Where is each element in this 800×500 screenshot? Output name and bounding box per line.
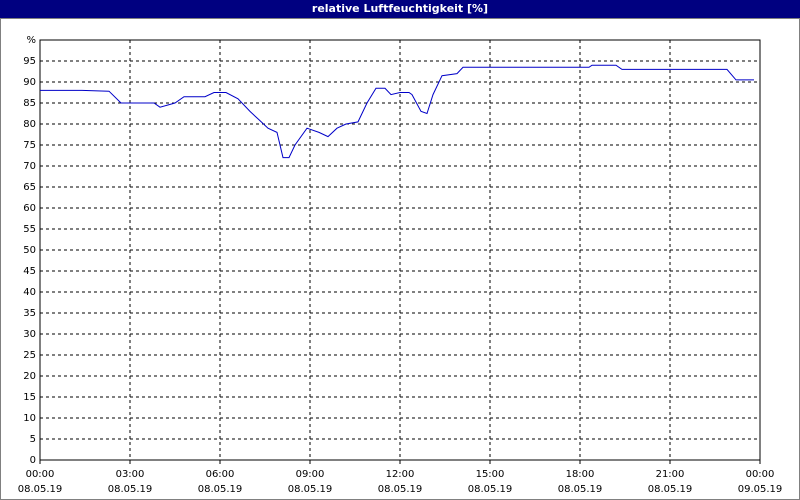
y-tick-label: 70: [23, 161, 36, 172]
title-bar: [0, 0, 800, 18]
y-tick-label: 25: [23, 350, 36, 361]
x-tick-date: 08.05.19: [198, 484, 243, 495]
x-tick-date: 09.05.19: [738, 484, 783, 495]
x-tick-date: 08.05.19: [108, 484, 153, 495]
y-tick-label: 35: [23, 308, 36, 319]
y-tick-label: 85: [23, 98, 36, 109]
y-tick-label: 30: [23, 329, 36, 340]
x-tick-date: 08.05.19: [288, 484, 333, 495]
data-line: [40, 64, 754, 159]
x-tick-label: 18:00: [566, 469, 595, 480]
x-tick-label: 09:00: [296, 469, 325, 480]
y-tick-label: 55: [23, 224, 36, 235]
x-tick-label: 03:00: [116, 469, 145, 480]
y-tick-label: 95: [23, 56, 36, 67]
y-tick-label: %: [26, 35, 36, 46]
y-tick-label: 20: [23, 371, 36, 382]
x-tick-label: 12:00: [386, 469, 415, 480]
y-tick-label: 5: [30, 434, 36, 445]
x-tick-label: 00:00: [26, 469, 55, 480]
x-tick-label: 15:00: [476, 469, 505, 480]
x-tick-label: 06:00: [206, 469, 235, 480]
x-tick-date: 08.05.19: [648, 484, 693, 495]
y-tick-label: 40: [23, 287, 36, 298]
y-tick-label: 50: [23, 245, 36, 256]
y-tick-label: 90: [23, 77, 36, 88]
y-tick-label: 80: [23, 119, 36, 130]
x-tick-label: 21:00: [656, 469, 685, 480]
y-tick-label: 15: [23, 392, 36, 403]
y-tick-label: 75: [23, 140, 36, 151]
y-tick-label: 45: [23, 266, 36, 277]
y-tick-label: 60: [23, 203, 36, 214]
x-tick-label: 00:00: [746, 469, 775, 480]
y-tick-label: 0: [30, 455, 36, 466]
chart-title: relative Luftfeuchtigkeit [%]: [312, 2, 488, 15]
plot-border: [39, 39, 761, 461]
x-tick-date: 08.05.19: [378, 484, 423, 495]
y-tick-label: 65: [23, 182, 36, 193]
x-tick-date: 08.05.19: [468, 484, 513, 495]
y-tick-label: 10: [23, 413, 36, 424]
x-tick-date: 08.05.19: [18, 484, 63, 495]
x-tick-date: 08.05.19: [558, 484, 603, 495]
